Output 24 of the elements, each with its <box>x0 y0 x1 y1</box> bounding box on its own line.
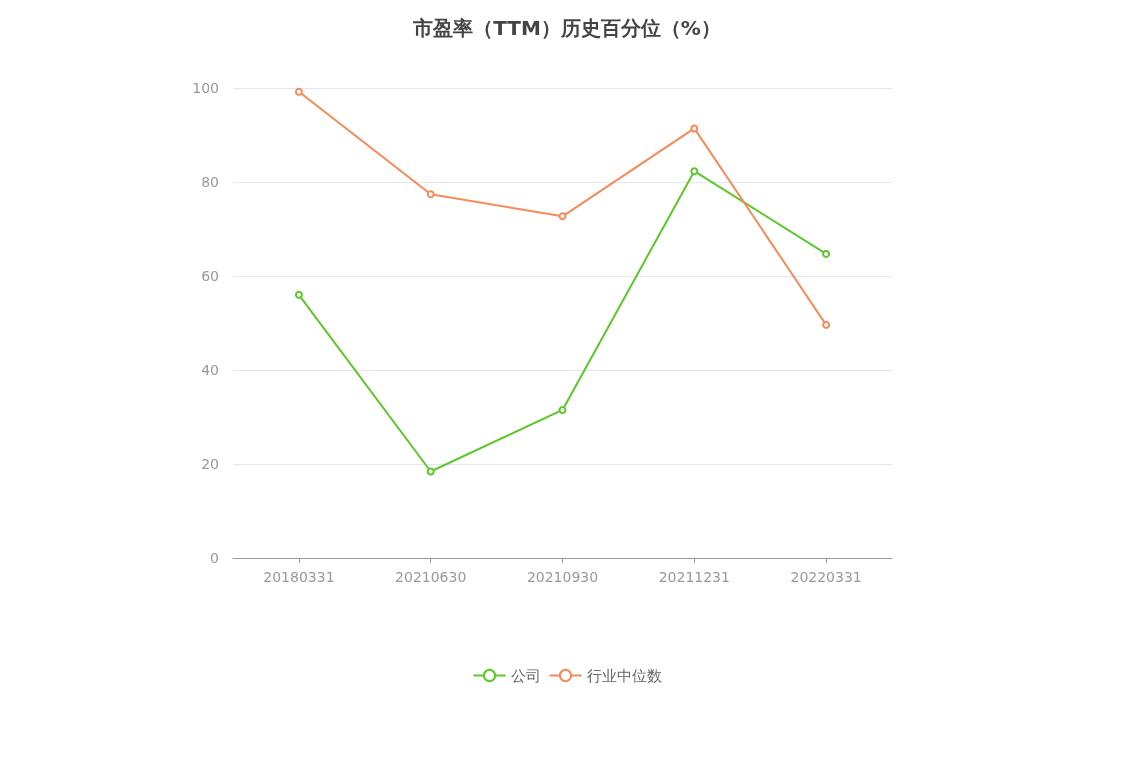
chart-title: 市盈率（TTM）历史百分位（%） <box>412 16 721 40</box>
point <box>558 405 567 414</box>
x-tick-label: 20210930 <box>526 569 599 585</box>
y-tick-label: 80 <box>201 174 219 190</box>
point <box>822 320 831 329</box>
point <box>822 249 831 258</box>
legend-label: 行业中位数 <box>586 666 662 685</box>
y-tick-label: 20 <box>201 456 219 472</box>
legend-label: 公司 <box>510 666 541 685</box>
point <box>690 124 699 133</box>
y-tick-label: 40 <box>201 362 219 378</box>
x-tick-label: 20211231 <box>658 569 730 585</box>
point <box>426 467 435 476</box>
y-tick-label: 60 <box>201 268 219 284</box>
point <box>690 167 699 176</box>
point <box>294 290 303 299</box>
point <box>558 212 567 221</box>
x-tick-label: 20180331 <box>263 569 335 585</box>
y-tick-label: 0 <box>210 550 219 566</box>
x-tick-label: 20210630 <box>395 569 467 585</box>
point <box>294 87 303 96</box>
x-tick-label: 20220331 <box>790 569 862 585</box>
y-tick-label: 100 <box>192 80 219 96</box>
point <box>426 190 435 199</box>
